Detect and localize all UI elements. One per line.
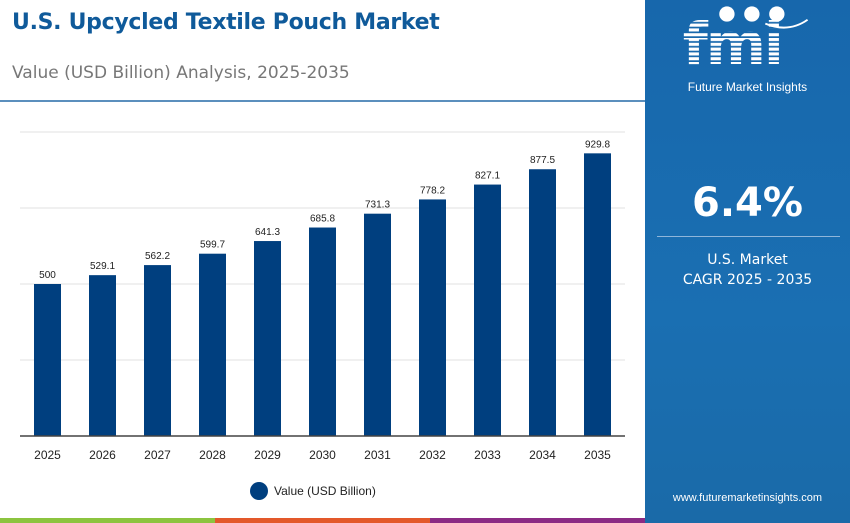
- footer-stripe-orange: [215, 518, 430, 523]
- bar: [254, 241, 281, 436]
- globe-europe-icon: [744, 6, 760, 22]
- bar: [199, 253, 226, 436]
- data-label: 731.3: [365, 200, 390, 211]
- page-title: U.S. Upcycled Textile Pouch Market: [12, 10, 440, 35]
- page-subtitle: Value (USD Billion) Analysis, 2025-2035: [12, 63, 350, 83]
- bar-chart: 500 2025 529.1 2026 562.2 2027 599.7 2028 641.3 2…: [20, 131, 625, 462]
- data-label: 529.1: [90, 261, 115, 272]
- brand-name: Future Market Insights: [687, 80, 808, 94]
- globe-americas-icon: [719, 6, 735, 22]
- bar: [309, 227, 336, 436]
- bar: [584, 153, 611, 436]
- data-label: 778.2: [420, 185, 445, 196]
- footer-stripe-purple: [430, 518, 645, 523]
- x-tick-label: 2032: [419, 448, 446, 462]
- cagr-value: 6.4%: [692, 180, 803, 226]
- x-tick-label: 2030: [309, 448, 336, 462]
- footer-stripe-green: [0, 518, 215, 523]
- bar: [364, 213, 391, 436]
- logo-lettering: fmi: [683, 11, 782, 72]
- globe-asia-icon: [769, 6, 785, 22]
- data-label: 929.8: [585, 139, 610, 150]
- x-tick-label: 2033: [474, 448, 501, 462]
- bar: [419, 199, 446, 436]
- x-tick-label: 2025: [34, 448, 61, 462]
- x-tick-label: 2028: [199, 448, 226, 462]
- data-label: 500: [39, 270, 56, 281]
- x-tick-label: 2029: [254, 448, 281, 462]
- x-tick-label: 2026: [89, 448, 116, 462]
- x-tick-label: 2031: [364, 448, 391, 462]
- x-tick-label: 2034: [529, 448, 556, 462]
- cagr-label-market: U.S. Market: [707, 252, 788, 268]
- fmi-logo: fmi: [683, 6, 809, 72]
- bar: [474, 184, 501, 436]
- header-divider: [0, 100, 645, 102]
- cagr-divider: [657, 236, 840, 237]
- legend-label: Value (USD Billion): [274, 484, 376, 498]
- data-label: 877.5: [530, 155, 555, 166]
- logo-swoosh: [764, 18, 809, 29]
- data-label: 641.3: [255, 227, 280, 238]
- bar: [144, 265, 171, 436]
- x-tick-label: 2035: [584, 448, 611, 462]
- bar: [34, 284, 61, 436]
- legend: Value (USD Billion): [250, 482, 376, 500]
- cagr-label-period: CAGR 2025 - 2035: [682, 272, 813, 288]
- legend-swatch: [250, 482, 268, 500]
- bar: [89, 275, 116, 436]
- data-label: 827.1: [475, 171, 500, 182]
- bar: [529, 169, 556, 437]
- website-link[interactable]: www.futuremarketinsights.com: [672, 492, 823, 504]
- side-panel: fmi Future Market Insights 6.4% U.S. Mar…: [645, 0, 850, 523]
- x-tick-label: 2027: [144, 448, 171, 462]
- data-label: 685.8: [310, 214, 335, 225]
- cagr-label: U.S. Market CAGR 2025 - 2035: [645, 250, 850, 290]
- data-label: 562.2: [145, 251, 170, 262]
- data-label: 599.7: [200, 240, 225, 251]
